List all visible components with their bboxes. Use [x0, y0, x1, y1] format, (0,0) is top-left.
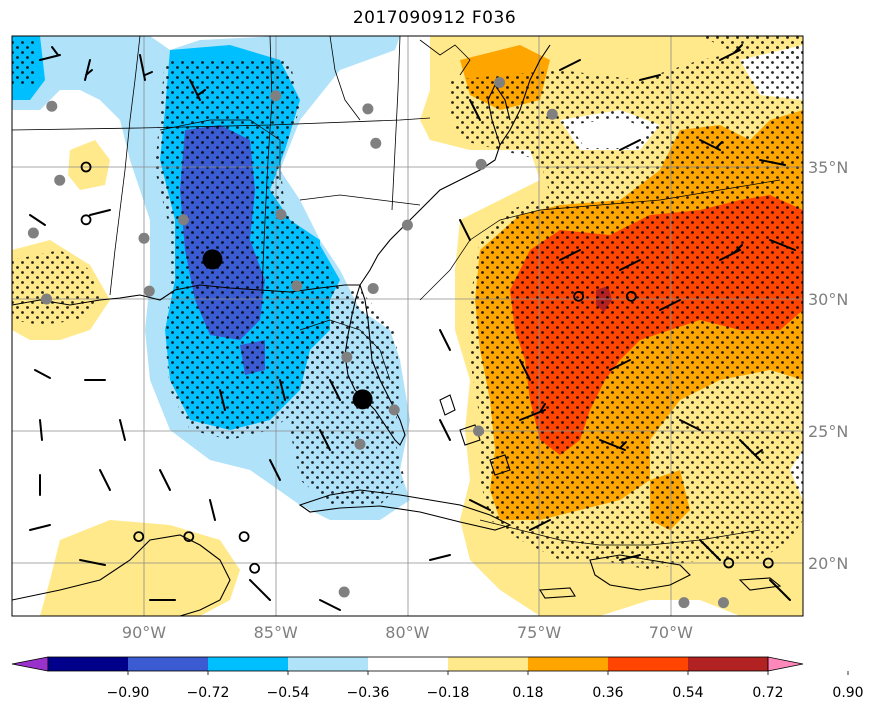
- calm-marker: [238, 531, 250, 542]
- stippling: [12, 36, 803, 570]
- calm-marker: [249, 562, 261, 574]
- calm-marker: [183, 531, 195, 542]
- colorbar-tick-label: −0.72: [187, 685, 230, 701]
- highlight-marker: [352, 389, 373, 410]
- colorbar-extend-low: [11, 656, 49, 672]
- colorbar: −0.90 −0.72 −0.54 −0.36 −0.18 0.18 0.36 0.54 0.7…: [11, 656, 864, 701]
- lat-tick-label: 35°N: [808, 158, 848, 177]
- colorbar-cell: [48, 657, 128, 671]
- colorbar-tick-label: −0.18: [427, 685, 470, 701]
- shading-paleyellow-w: [68, 140, 110, 190]
- colorbar-tick-label: 0.18: [512, 685, 543, 701]
- colorbar-cell: [128, 657, 208, 671]
- station-marker: [341, 351, 353, 363]
- station-marker: [354, 438, 366, 450]
- station-marker: [475, 158, 487, 170]
- station-marker: [717, 597, 729, 609]
- map-panel: [12, 36, 803, 616]
- station-marker: [270, 90, 282, 102]
- station-marker: [473, 425, 485, 437]
- station-markers: [27, 77, 729, 609]
- colorbar-tick-label: 0.36: [592, 685, 623, 701]
- longitude-tick-labels: 90°W 85°W 80°W 75°W 70°W: [122, 623, 693, 642]
- lat-tick-label: 30°N: [808, 290, 848, 309]
- station-marker: [291, 280, 303, 292]
- colorbar-outline: [47, 656, 769, 672]
- lon-tick-label: 90°W: [122, 623, 166, 642]
- lon-tick-label: 80°W: [385, 623, 429, 642]
- station-marker: [367, 282, 379, 294]
- calm-marker: [625, 290, 637, 302]
- station-marker: [678, 597, 690, 609]
- station-marker: [178, 214, 190, 226]
- station-marker: [27, 227, 39, 239]
- map-frame: [11, 35, 804, 617]
- station-marker: [54, 174, 66, 186]
- colorbar-cell: [368, 657, 448, 671]
- coastlines: [12, 36, 782, 616]
- colorbar-tick-label: −0.36: [347, 685, 390, 701]
- colorbar-cell: [448, 657, 528, 671]
- gridlines: [12, 36, 803, 616]
- colorbar-cell: [208, 657, 288, 671]
- colorbar-tick-label: −0.54: [267, 685, 310, 701]
- station-marker: [41, 293, 53, 305]
- colorbar-tick-label: 0.54: [672, 685, 703, 701]
- colorbar-tick-label: 0.90: [832, 685, 863, 701]
- shading-paleyellow-s: [40, 520, 240, 616]
- station-marker: [138, 232, 150, 244]
- colorbar-tick-label: 0.72: [752, 685, 783, 701]
- lon-tick-label: 70°W: [649, 623, 693, 642]
- station-marker: [401, 219, 413, 231]
- station-marker: [275, 209, 287, 221]
- station-marker: [370, 137, 382, 149]
- calm-marker: [80, 214, 92, 226]
- latitude-tick-labels: 35°N 30°N 25°N 20°N: [808, 158, 848, 573]
- station-marker: [494, 77, 506, 89]
- station-marker: [362, 103, 374, 115]
- lon-tick-label: 85°W: [254, 623, 298, 642]
- stipple-gap: [570, 118, 650, 148]
- station-marker: [388, 404, 400, 416]
- colorbar-cell: [288, 657, 368, 671]
- lon-tick-label: 75°W: [517, 623, 561, 642]
- wind-barbs: [29, 44, 796, 611]
- highlight-marker: [202, 249, 223, 270]
- highlight-markers: [202, 249, 373, 410]
- colorbar-cell: [528, 657, 608, 671]
- calm-marker: [80, 161, 92, 173]
- calm-marker: [723, 557, 735, 569]
- colorbar-extend-high: [767, 656, 804, 672]
- colorbar-tick-label: −0.90: [107, 685, 150, 701]
- lat-tick-label: 25°N: [808, 422, 848, 441]
- colorbar-cell: [688, 657, 768, 671]
- station-marker: [46, 100, 58, 112]
- calm-marker: [573, 290, 585, 302]
- map-title: 2017090912 F036: [352, 8, 517, 28]
- station-marker: [546, 108, 558, 120]
- calm-marker: [762, 557, 774, 569]
- calm-markers: [80, 161, 803, 574]
- lat-tick-label: 20°N: [808, 554, 848, 573]
- station-marker: [338, 586, 350, 598]
- station-marker: [143, 285, 155, 297]
- calm-marker: [133, 531, 145, 542]
- colorbar-cell: [608, 657, 688, 671]
